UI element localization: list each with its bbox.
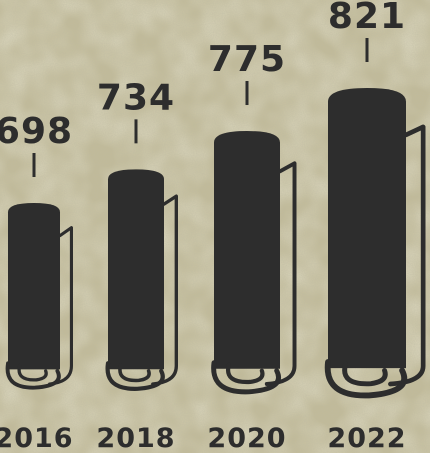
bar-body <box>8 203 60 370</box>
bar-curl-outer <box>5 361 61 390</box>
bar-curl-inner <box>118 363 151 383</box>
bar-2016: 698 2016 <box>0 111 74 453</box>
x-tick-label: 2018 <box>96 423 175 453</box>
data-label: 698 <box>0 111 73 152</box>
value-tick <box>134 119 138 144</box>
value-tick <box>245 81 249 106</box>
bar-curl-outer <box>211 360 281 395</box>
x-tick-label: 2022 <box>327 423 406 453</box>
bar-2020: 775 2020 <box>207 39 297 453</box>
bar-body <box>328 88 406 369</box>
bar-2018: 734 2018 <box>96 77 178 453</box>
data-label: 821 <box>328 0 406 37</box>
data-label: 775 <box>208 39 286 80</box>
bar-body <box>214 131 280 369</box>
data-label: 734 <box>97 77 175 118</box>
bar-curl-outer <box>105 361 165 391</box>
x-tick-label: 2020 <box>207 423 286 453</box>
bar-curl-outer <box>324 359 408 399</box>
value-tick <box>32 153 36 177</box>
bar-sheet <box>388 124 426 387</box>
bar-2022: 821 2022 <box>324 0 426 453</box>
bar-body <box>108 169 164 370</box>
bar-curl-inner <box>342 361 388 387</box>
x-tick-label: 2016 <box>0 423 74 453</box>
value-tick <box>365 38 369 62</box>
bar-curl-inner <box>17 363 48 382</box>
bar-curl-inner <box>226 362 265 385</box>
